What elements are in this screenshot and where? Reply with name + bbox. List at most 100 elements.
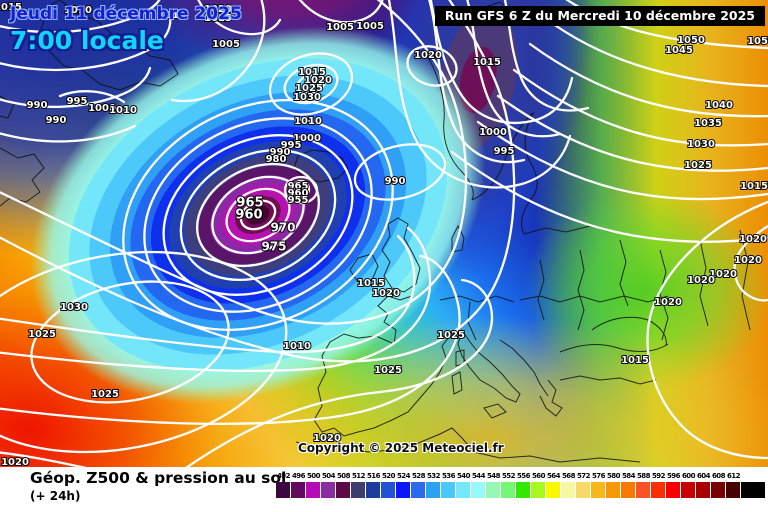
colorbar-cell [711, 482, 725, 498]
pressure-label: 1015 [473, 57, 501, 68]
colorbar-tick: 612 [726, 472, 741, 480]
pressure-label: 980 [266, 154, 287, 165]
pressure-label: 970 [270, 221, 295, 235]
pressure-label: 1045 [665, 45, 693, 56]
pressure-label: 1020 [204, 4, 232, 15]
pressure-label: 1000 [293, 133, 321, 144]
pressure-label: 990 [27, 100, 48, 111]
legend-bar: Géop. Z500 & pression au sol (+ 24h) 492… [0, 467, 768, 512]
pressure-label: 1020 [372, 288, 400, 299]
isobar-contours [0, 0, 768, 467]
colorbar-tick: 592 [651, 472, 666, 480]
colorbar-cell [471, 482, 485, 498]
weather-map: 1015101010101020101510051005100510201015… [0, 0, 768, 467]
colorbar-cell [546, 482, 560, 498]
pressure-label: 1015 [0, 2, 22, 13]
colorbar-end-cap [741, 482, 765, 498]
colorbar-tick: 528 [411, 472, 426, 480]
colorbar-tick: 524 [396, 472, 411, 480]
pressure-label: 1020 [654, 297, 682, 308]
colorbar-cell [321, 482, 335, 498]
colorbar-tick: 492 [276, 472, 291, 480]
map-canvas: 1015101010101020101510051005100510201015… [0, 0, 768, 467]
colorbar-cell [381, 482, 395, 498]
colorbar-labels: 492 496 500 504 508 512 516 520 524 528 532 536 540 5… [276, 472, 765, 480]
colorbar-tick: 588 [636, 472, 651, 480]
pressure-label: 1010 [294, 116, 322, 127]
colorbar-tick: 572 [576, 472, 591, 480]
pressure-label: 965 [236, 196, 263, 211]
colorbar-cell [396, 482, 410, 498]
colorbar-cell [351, 482, 365, 498]
pressure-label: 1025 [91, 389, 119, 400]
pressure-label: 995 [67, 96, 88, 107]
colorbar-tick: 540 [456, 472, 471, 480]
pressure-label: 960 [288, 188, 309, 199]
pressure-label: 1010 [283, 341, 311, 352]
colorbar-tick: 564 [546, 472, 561, 480]
pressure-label: 1005 [212, 39, 240, 50]
colorbar-tick: 596 [666, 472, 681, 480]
product-title: Géop. Z500 & pression au sol [30, 469, 287, 487]
colorbar-tick: 512 [351, 472, 366, 480]
pressure-label: 1015 [621, 355, 649, 366]
colorbar-tick: 584 [621, 472, 636, 480]
pressure-label: 1000 [88, 103, 116, 114]
pressure-label: 1050 [747, 36, 768, 47]
colorbar-cell [531, 482, 545, 498]
colorbar-tick: 532 [426, 472, 441, 480]
colorbar-tick: 568 [561, 472, 576, 480]
pressure-label: 1050 [677, 35, 705, 46]
pressure-label: 1010 [109, 105, 137, 116]
pressure-label: 1015 [357, 278, 385, 289]
colorbar-tick: 496 [291, 472, 306, 480]
colorbar-cell [441, 482, 455, 498]
pressure-label: 1025 [295, 83, 323, 94]
colorbar-tick: 556 [516, 472, 531, 480]
colorbar-cell [666, 482, 680, 498]
colorbar-cell [456, 482, 470, 498]
pressure-label: 1035 [694, 118, 722, 129]
pressure-label: 1015 [740, 181, 768, 192]
pressure-label: 1005 [356, 21, 384, 32]
colorbar-cells [276, 482, 765, 498]
colorbar-tick: 516 [366, 472, 381, 480]
colorbar-cell [306, 482, 320, 498]
colorbar-tick: 504 [321, 472, 336, 480]
pressure-label: 1030 [687, 139, 715, 150]
forecast-offset: (+ 24h) [30, 489, 81, 503]
pressure-label: 990 [385, 176, 406, 187]
colorbar-tick: 548 [486, 472, 501, 480]
pressure-label: 1020 [304, 75, 332, 86]
pressure-label: 990 [270, 147, 291, 158]
colorbar-cell [606, 482, 620, 498]
isobar-labels: 1015101010101020101510051005100510201015… [0, 1, 768, 467]
colorbar-tick: 576 [591, 472, 606, 480]
colorbar-cell [726, 482, 740, 498]
model-run-info: Run GFS 6 Z du Mercredi 10 décembre 2025 [434, 6, 765, 26]
pressure-label: 965 [288, 181, 309, 192]
pressure-label: 975 [261, 240, 286, 254]
pressure-label: 1005 [326, 22, 354, 33]
pressure-label: 1020 [1, 457, 29, 467]
colorbar-cell [486, 482, 500, 498]
colorbar-tick: 520 [381, 472, 396, 480]
pressure-label: 995 [281, 140, 302, 151]
pressure-label: 1020 [739, 234, 767, 245]
colorbar-cell [591, 482, 605, 498]
forecast-time: 7:00 locale [10, 26, 164, 55]
colorbar-cell [576, 482, 590, 498]
pressure-label: 1020 [734, 255, 762, 266]
pressure-label: 1030 [60, 302, 88, 313]
pressure-label: 1015 [298, 67, 326, 78]
colorbar-cell [291, 482, 305, 498]
pressure-label: 955 [288, 195, 309, 206]
colorbar-cell [336, 482, 350, 498]
colorbar-tick: 536 [441, 472, 456, 480]
pressure-label: 1040 [705, 100, 733, 111]
colorbar-tick: 544 [471, 472, 486, 480]
colorbar-cell [621, 482, 635, 498]
pressure-label: 960 [235, 208, 262, 223]
colorbar-cell [636, 482, 650, 498]
